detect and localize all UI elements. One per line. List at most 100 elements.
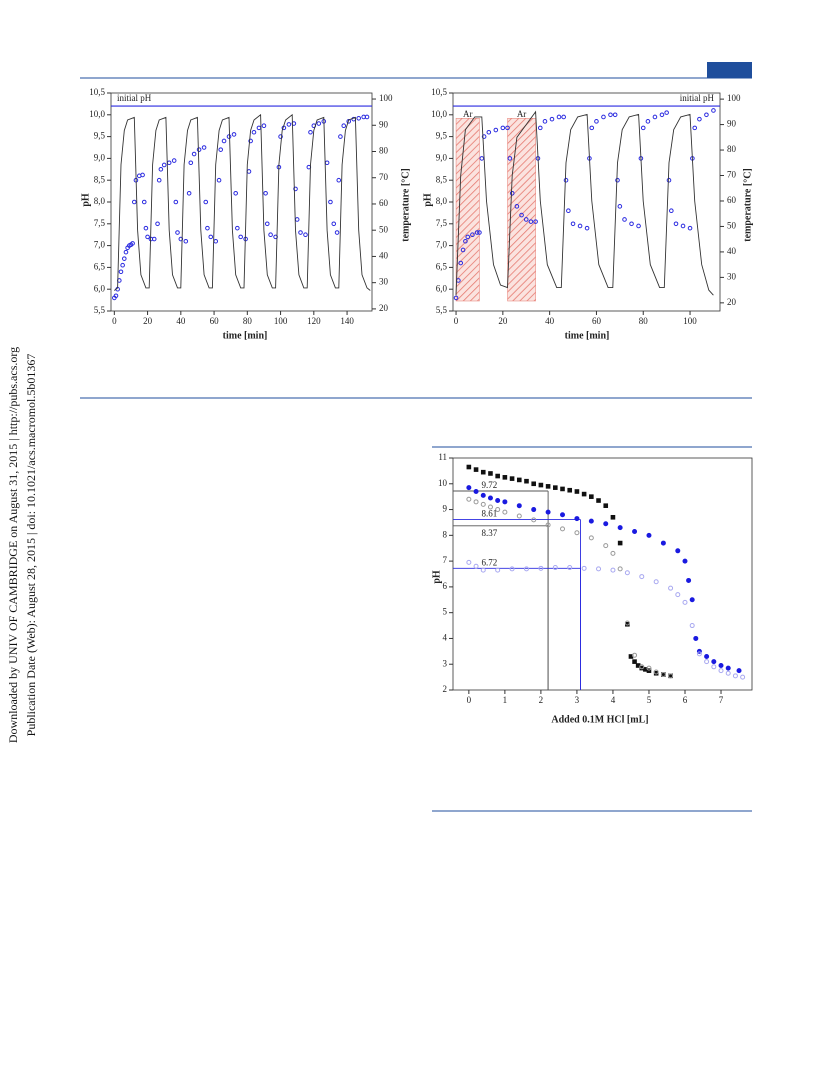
point (567, 487, 573, 493)
y-tick-label: 9,0 (94, 152, 106, 162)
ph-point (205, 225, 210, 231)
ph-point (697, 116, 702, 122)
point (560, 486, 565, 492)
ph-point (608, 112, 613, 118)
x-tick-label: 5 (647, 695, 652, 705)
ph-point (175, 230, 180, 235)
point (567, 565, 573, 571)
point (610, 550, 616, 556)
ph-point (687, 225, 693, 231)
y-tick-label: 5 (443, 607, 448, 617)
point (617, 566, 623, 572)
ph-point (235, 225, 240, 231)
y2-tick-label: 70 (379, 172, 389, 182)
ph-point (523, 217, 529, 222)
point (704, 653, 710, 659)
point (668, 585, 674, 591)
x-tick-label: 100 (683, 316, 697, 326)
ph-point (226, 134, 232, 139)
point (480, 501, 486, 507)
ph-point (173, 199, 179, 205)
x-tick-label: 80 (639, 316, 649, 326)
reference-label: 8.61 (481, 509, 497, 519)
ph-point (303, 232, 308, 237)
y2-tick-label: 50 (379, 224, 389, 234)
x-tick-label: 40 (545, 316, 555, 326)
y-tick-label: 8,0 (94, 196, 106, 206)
point (574, 530, 580, 536)
ph-point (151, 236, 157, 242)
x-tick-label: 7 (719, 695, 724, 705)
ph-point (121, 256, 127, 261)
point (632, 659, 637, 664)
shaded-region (507, 118, 536, 302)
y2-tick-label: 100 (727, 93, 741, 103)
point (466, 496, 472, 502)
point (718, 668, 724, 674)
y2-tick-label: 100 (379, 93, 393, 103)
ph-point (201, 145, 207, 150)
point (588, 518, 594, 524)
y-tick-label: 7 (443, 555, 448, 565)
ph-point (470, 232, 475, 237)
point (495, 567, 501, 573)
point (502, 475, 508, 480)
ph-point (664, 110, 669, 115)
point (516, 513, 522, 519)
point (696, 651, 702, 657)
y-tick-label: 6,0 (436, 283, 448, 293)
point (466, 485, 472, 491)
x-tick-label: 60 (210, 316, 220, 326)
point (480, 492, 486, 498)
ph-point (356, 115, 362, 121)
ph-point (161, 162, 167, 168)
reference-label: initial pH (680, 93, 715, 103)
point (495, 473, 500, 479)
point (646, 665, 652, 671)
x-tick-label: 1 (503, 695, 508, 705)
ph-point (542, 119, 548, 124)
y-tick-label: 9,5 (94, 131, 106, 141)
point (545, 509, 551, 515)
point (473, 467, 479, 472)
ph-point (334, 230, 340, 235)
ph-point (221, 138, 227, 144)
ph-point (549, 116, 555, 122)
point (711, 664, 717, 670)
point (668, 673, 674, 679)
point (639, 664, 645, 670)
y-tick-label: 8,0 (436, 196, 448, 206)
y-axis-label: pH (80, 193, 91, 207)
y2-tick-label: 20 (379, 303, 389, 313)
x-tick-label: 0 (112, 316, 117, 326)
y-tick-label: 7,0 (436, 240, 448, 250)
ph-point (486, 129, 492, 135)
x-tick-label: 120 (307, 316, 321, 326)
point (603, 521, 609, 527)
y-tick-label: 6,5 (94, 261, 106, 271)
ph-point (130, 241, 135, 246)
y-tick-label: 10 (438, 478, 448, 488)
point (693, 635, 699, 641)
ph-point (474, 230, 480, 235)
point (480, 469, 486, 475)
ph-point (589, 125, 595, 131)
ph-point (556, 114, 562, 120)
ph-point (458, 260, 464, 266)
point (581, 491, 587, 497)
ph-point (264, 221, 270, 227)
y-tick-label: 8,5 (94, 174, 106, 184)
ph-point (238, 234, 243, 240)
y-tick-label: 7,0 (94, 240, 106, 250)
y-axis-label: pH (422, 193, 433, 207)
ph-point (636, 223, 641, 229)
ph-point (338, 134, 343, 139)
point (553, 485, 558, 490)
ph-point (493, 127, 499, 133)
ph-point (118, 269, 124, 275)
ph-point (131, 199, 137, 205)
point (545, 484, 551, 489)
y2-tick-label: 70 (727, 170, 737, 180)
